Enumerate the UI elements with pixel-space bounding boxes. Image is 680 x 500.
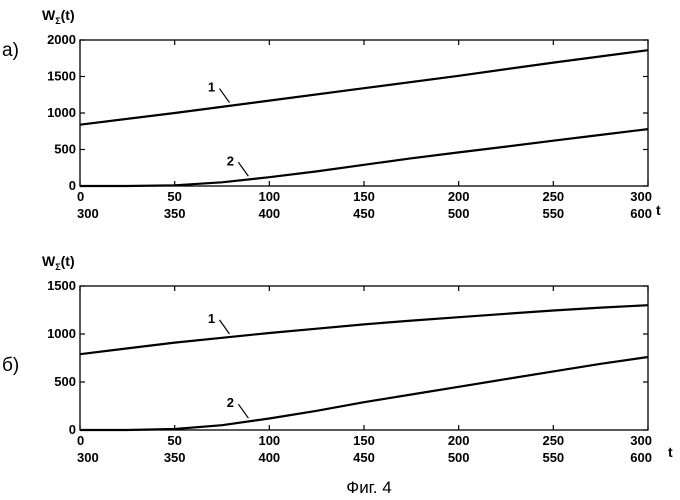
series-1-label: 1	[208, 311, 215, 326]
x-tick-label-secondary: 350	[164, 206, 186, 221]
x-tick-label-secondary: 300	[77, 450, 99, 465]
x-tick-label: 100	[258, 433, 280, 448]
x-tick-label: 0	[77, 433, 84, 448]
series-1-leader	[219, 89, 229, 103]
x-tick-label: 150	[353, 433, 375, 448]
x-tick-label-secondary: 500	[448, 450, 470, 465]
chart-panel-1: а)WΣ(t)t05001000150020000300503501004001…	[2, 7, 661, 221]
series-2-leader	[238, 404, 248, 418]
x-tick-label: 0	[77, 189, 84, 204]
series-1-line	[80, 50, 648, 125]
series-1-leader	[219, 320, 229, 334]
x-tick-label: 200	[448, 189, 470, 204]
y-tick-label: 1500	[47, 278, 76, 293]
x-tick-label: 300	[630, 189, 652, 204]
chart-panel-2: б)WΣ(t)t05001000150003005035010040015045…	[2, 253, 673, 465]
x-tick-label: 250	[542, 433, 564, 448]
x-tick-label-secondary: 600	[630, 450, 652, 465]
panel-label: б)	[2, 355, 19, 376]
x-tick-label: 300	[630, 433, 652, 448]
series-2-leader	[238, 162, 248, 176]
x-axis-label: t	[656, 202, 661, 218]
series-2-label: 2	[227, 153, 234, 168]
y-axis-label-main: W	[42, 7, 56, 23]
x-axis-label: t	[668, 444, 673, 460]
x-tick-label-secondary: 450	[353, 450, 375, 465]
x-tick-label-secondary: 550	[542, 450, 564, 465]
x-tick-label-secondary: 350	[164, 450, 186, 465]
y-axis-label: WΣ(t)	[42, 7, 75, 26]
x-tick-label-secondary: 400	[258, 450, 280, 465]
y-tick-label: 0	[69, 178, 76, 193]
series-2-line	[80, 129, 648, 186]
x-tick-label-secondary: 500	[448, 206, 470, 221]
series-1-label: 1	[208, 80, 215, 95]
panel-label: а)	[2, 40, 19, 61]
series-2-label: 2	[227, 395, 234, 410]
x-tick-label-secondary: 450	[353, 206, 375, 221]
y-axis-label-tail: (t)	[61, 7, 75, 23]
y-tick-label: 0	[69, 422, 76, 437]
series-1-line	[80, 305, 648, 354]
y-tick-label: 1000	[47, 105, 76, 120]
y-axis-label-tail: (t)	[61, 253, 75, 269]
plot-frame	[80, 286, 648, 430]
y-tick-label: 1000	[47, 326, 76, 341]
x-tick-label: 50	[167, 189, 181, 204]
x-tick-label-secondary: 550	[542, 206, 564, 221]
y-tick-label: 1500	[47, 69, 76, 84]
y-tick-label: 2000	[47, 32, 76, 47]
y-tick-label: 500	[54, 142, 76, 157]
x-tick-label: 100	[258, 189, 280, 204]
x-tick-label: 50	[167, 433, 181, 448]
y-tick-label: 500	[54, 374, 76, 389]
y-axis-label-main: W	[42, 253, 56, 269]
x-tick-label: 150	[353, 189, 375, 204]
x-tick-label: 250	[542, 189, 564, 204]
figure-caption: Фиг. 4	[346, 478, 391, 497]
x-tick-label: 200	[448, 433, 470, 448]
y-axis-label: WΣ(t)	[42, 253, 75, 272]
x-tick-label-secondary: 300	[77, 206, 99, 221]
series-2-line	[80, 357, 648, 430]
x-tick-label-secondary: 600	[630, 206, 652, 221]
x-tick-label-secondary: 400	[258, 206, 280, 221]
